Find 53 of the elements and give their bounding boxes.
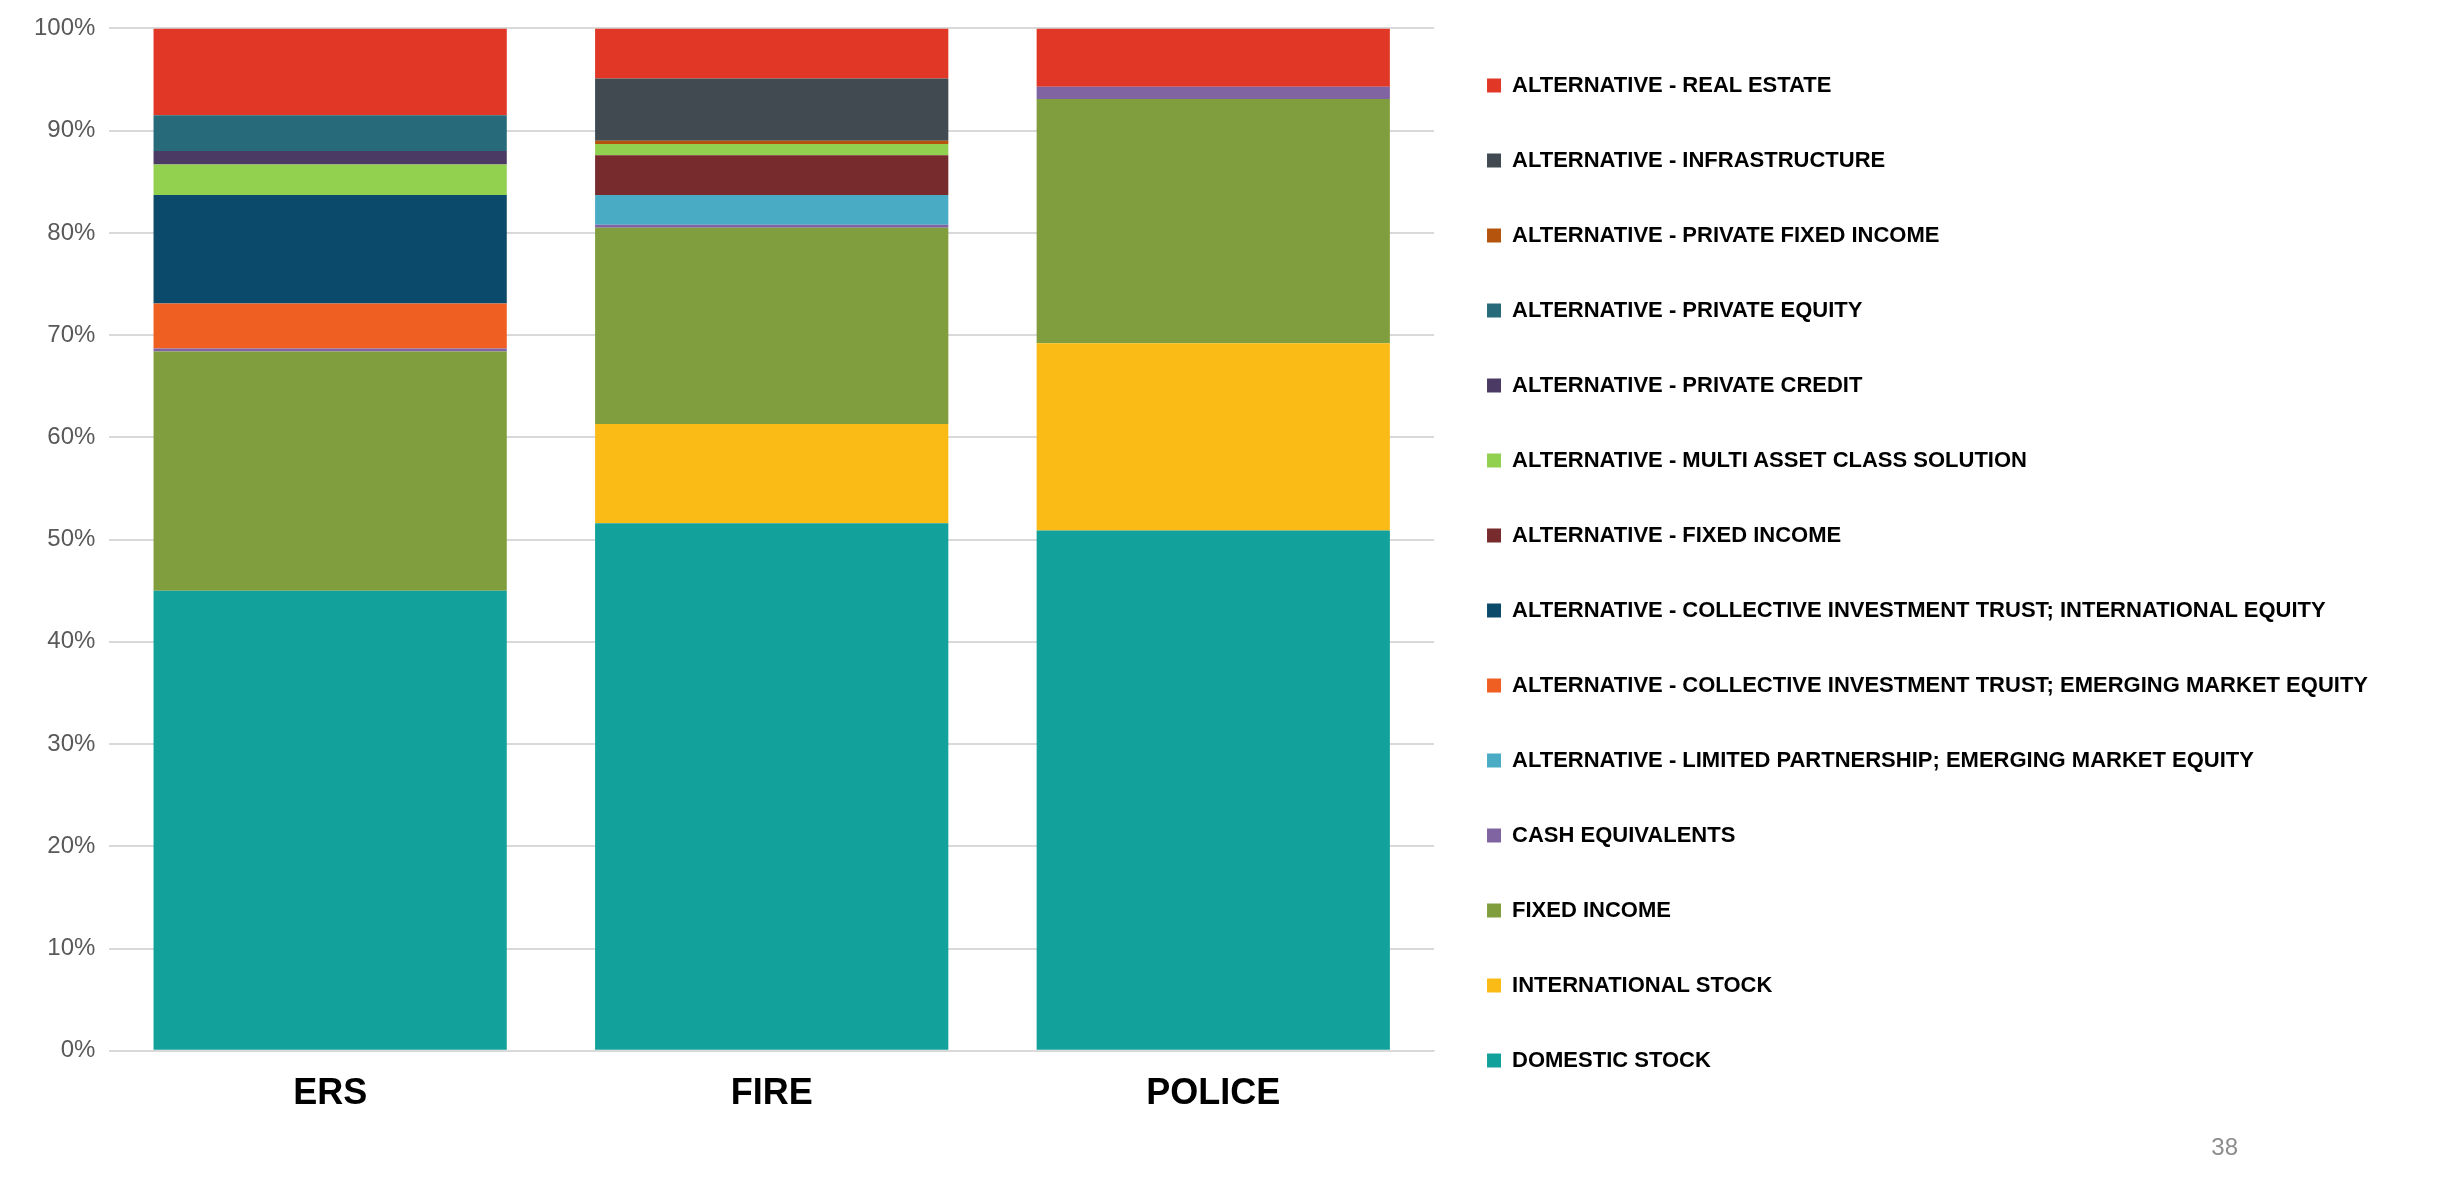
bar bbox=[595, 224, 949, 228]
y-tick-label: 0% bbox=[60, 1035, 96, 1063]
bar bbox=[1036, 98, 1390, 344]
y-tick-label: 20% bbox=[47, 830, 96, 858]
bar bbox=[153, 195, 507, 304]
bar bbox=[595, 424, 949, 524]
bar bbox=[153, 164, 507, 196]
bar bbox=[153, 303, 507, 349]
text: 38 bbox=[2211, 1132, 2238, 1160]
bar bbox=[1036, 28, 1390, 87]
legend-label: ALTERNATIVE - PRIVATE CREDIT bbox=[1512, 371, 1863, 397]
bar bbox=[1036, 343, 1390, 531]
legend-label: ALTERNATIVE - FIXED INCOME bbox=[1512, 521, 1842, 547]
legend-label: ALTERNATIVE - INFRASTRUCTURE bbox=[1512, 146, 1886, 172]
legend-label: CASH EQUIVALENTS bbox=[1512, 821, 1736, 847]
bar bbox=[595, 155, 949, 196]
y-tick-label: 80% bbox=[47, 217, 96, 245]
bar bbox=[1036, 530, 1390, 1050]
y-tick-label: 90% bbox=[47, 115, 96, 143]
legend-label: ALTERNATIVE - MULTI ASSET CLASS SOLUTION bbox=[1512, 446, 2027, 472]
bar bbox=[595, 78, 949, 141]
legend-label: FIXED INCOME bbox=[1512, 896, 1671, 922]
bar bbox=[595, 523, 949, 1050]
bar bbox=[153, 351, 507, 591]
bar bbox=[153, 28, 507, 116]
x-tick-label: ERS bbox=[293, 1071, 368, 1113]
legend-label: DOMESTIC STOCK bbox=[1512, 1046, 1711, 1072]
bar bbox=[595, 140, 949, 144]
y-tick-label: 60% bbox=[47, 421, 96, 449]
legend-label: INTERNATIONAL STOCK bbox=[1512, 971, 1773, 997]
x-tick-label: FIRE bbox=[730, 1071, 813, 1113]
legend-label: ALTERNATIVE - PRIVATE EQUITY bbox=[1512, 296, 1863, 322]
bar bbox=[153, 115, 507, 152]
legend-label: ALTERNATIVE - REAL ESTATE bbox=[1512, 71, 1832, 97]
bar bbox=[595, 143, 949, 156]
legend-label: ALTERNATIVE - LIMITED PARTNERSHIP; EMERGING MARKET EQUITY bbox=[1512, 746, 2255, 772]
bar bbox=[595, 227, 949, 425]
bar bbox=[153, 590, 507, 1050]
y-tick-label: 40% bbox=[47, 626, 96, 654]
y-tick-label: 70% bbox=[47, 319, 96, 347]
y-tick-label: 50% bbox=[47, 524, 96, 552]
legend-label: ALTERNATIVE - PRIVATE FIXED INCOME bbox=[1512, 221, 1940, 247]
bar bbox=[153, 348, 507, 352]
legend-label: ALTERNATIVE - COLLECTIVE INVESTMENT TRUST; EMERGING MARKET EQUITY bbox=[1512, 671, 2369, 697]
bar bbox=[1036, 86, 1390, 99]
y-tick-label: 10% bbox=[47, 933, 96, 961]
y-tick-label: 30% bbox=[47, 728, 96, 756]
y-tick-label: 100% bbox=[33, 13, 96, 41]
legend-label: ALTERNATIVE - COLLECTIVE INVESTMENT TRUST; INTERNATIONAL EQUITY bbox=[1512, 596, 2326, 622]
bar bbox=[595, 28, 949, 79]
bar bbox=[595, 195, 949, 225]
bar bbox=[153, 151, 507, 165]
x-tick-label: POLICE bbox=[1146, 1071, 1281, 1113]
